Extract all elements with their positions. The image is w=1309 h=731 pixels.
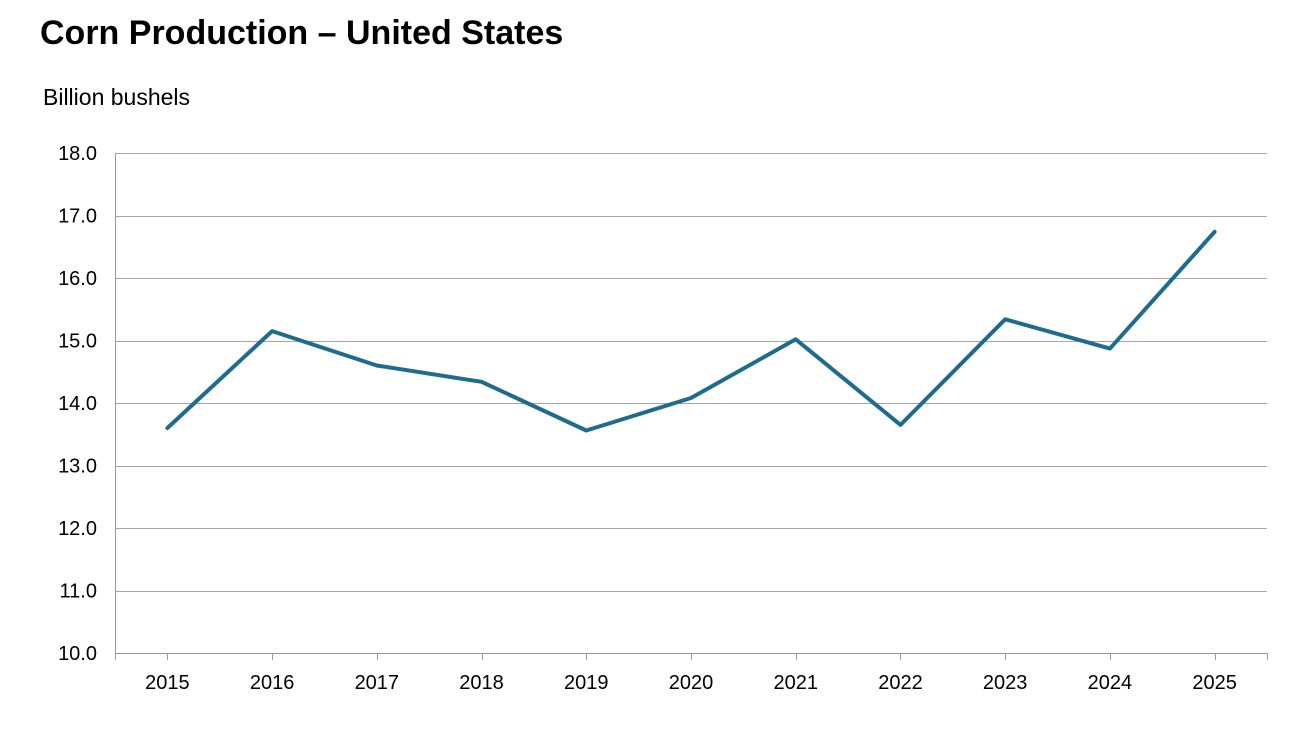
x-tick-label: 2024 — [1088, 672, 1133, 694]
x-tick-label: 2017 — [355, 672, 400, 694]
x-tick-label: 2025 — [1192, 672, 1237, 694]
chart-units-label: Billion bushels — [43, 84, 191, 110]
chart-title: Corn Production – United States — [40, 14, 564, 52]
y-tick-label: 10.0 — [58, 643, 97, 665]
x-tick-label: 2021 — [773, 672, 818, 694]
y-tick-label: 12.0 — [58, 518, 97, 540]
x-tick-labels-group: 2015 2016 2017 2018 2019 2020 2021 2022 2023 2024… — [145, 672, 1237, 694]
y-tick-label: 17.0 — [58, 206, 97, 228]
y-tick-label: 13.0 — [58, 456, 97, 478]
x-tick-label: 2019 — [564, 672, 609, 694]
x-tick-label: 2023 — [983, 672, 1028, 694]
x-ticks-group — [115, 653, 1268, 660]
gridlines-group — [115, 153, 1267, 654]
y-tick-label: 11.0 — [60, 581, 97, 603]
data-series-group — [165, 229, 1217, 433]
x-tick-label: 2020 — [669, 672, 714, 694]
x-tick-label: 2022 — [878, 672, 923, 694]
y-tick-label: 15.0 — [58, 331, 97, 353]
y-tick-label: 14.0 — [58, 393, 97, 415]
y-tick-labels-group: 10.0 11.0 12.0 13.0 14.0 15.0 16.0 17.0 18.0 — [58, 143, 97, 665]
y-tick-label: 18.0 — [58, 143, 97, 165]
x-tick-label: 2016 — [250, 672, 295, 694]
x-tick-label: 2015 — [145, 672, 190, 694]
y-tick-label: 16.0 — [58, 268, 97, 290]
data-line — [165, 229, 1217, 433]
x-tick-label: 2018 — [459, 672, 504, 694]
